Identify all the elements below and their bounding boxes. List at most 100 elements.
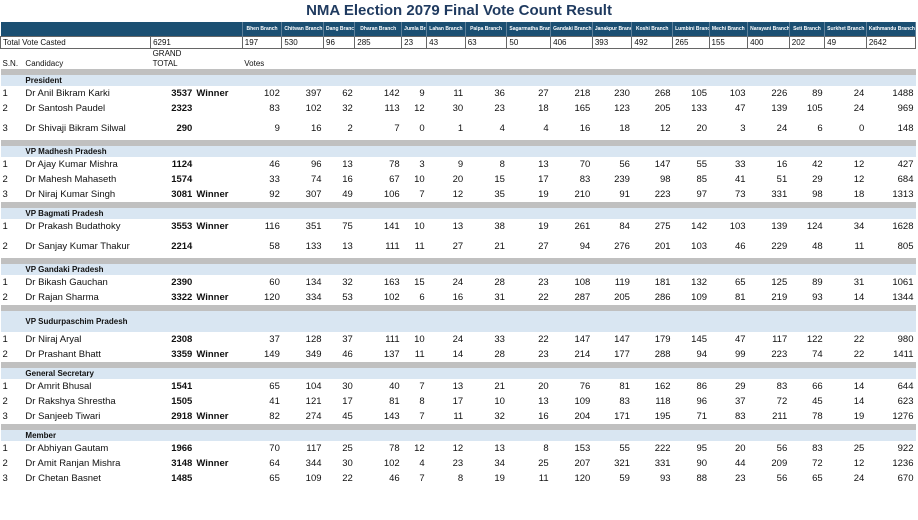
grand-total: 2323 bbox=[171, 103, 193, 114]
branch-votes: 40 bbox=[389, 381, 400, 392]
branch-votes: 24 bbox=[452, 334, 464, 345]
serial-number: 2 bbox=[2, 174, 8, 185]
group-fill bbox=[150, 75, 916, 86]
grand-total: 3081 bbox=[171, 189, 193, 200]
grand-total: 3322 bbox=[171, 292, 193, 303]
candidate-name: Dr Santosh Paudel bbox=[25, 103, 106, 114]
branch-votes: 163 bbox=[383, 277, 400, 288]
branch-header: Janakpur Branch bbox=[592, 22, 633, 37]
branch-votes: 116 bbox=[264, 221, 280, 232]
branch-votes: 121 bbox=[305, 396, 322, 407]
header-spacer bbox=[1, 49, 151, 60]
branch-votes: 29 bbox=[812, 174, 823, 185]
branch-votes: 331 bbox=[771, 189, 788, 200]
branch-votes: 22 bbox=[538, 292, 549, 303]
group-separator bbox=[0, 69, 916, 75]
branch-votes: 96 bbox=[310, 159, 322, 170]
branch-votes: 78 bbox=[389, 159, 400, 170]
branch-votes: 86 bbox=[696, 381, 708, 392]
candidate-row: 2 Dr Rakshya Shrestha 1505 41 121 17 81 8 17 10 13… bbox=[1, 394, 916, 409]
group-spacer bbox=[0, 430, 24, 441]
branch-votes: 1344 bbox=[892, 292, 914, 303]
branch-votes: 209 bbox=[771, 458, 788, 469]
branch-votes: 11 bbox=[538, 473, 549, 484]
branch-votes: 72 bbox=[776, 396, 788, 407]
candidate-name: Dr Rakshya Shrestha bbox=[25, 396, 116, 407]
branch-votes: 4 bbox=[543, 122, 549, 134]
candidate-name: Dr Ajay Kumar Mishra bbox=[25, 159, 118, 170]
group-fill bbox=[150, 368, 916, 379]
branch-votes: 74 bbox=[310, 174, 322, 185]
candidacy-header: Candidacy bbox=[25, 59, 64, 68]
branch-votes: 14 bbox=[452, 349, 464, 360]
candidate-row: 2 Dr Santosh Paudel 2323 83 102 32 113 12 30 23 18… bbox=[1, 101, 916, 116]
branch-votes: 218 bbox=[574, 88, 591, 99]
branch-votes: 103 bbox=[729, 221, 746, 232]
branch-votes: 60 bbox=[269, 277, 280, 288]
serial-number: 2 bbox=[2, 292, 8, 303]
serial-number: 2 bbox=[2, 103, 8, 114]
branch-votes: 122 bbox=[806, 334, 823, 345]
branch-votes: 13 bbox=[342, 240, 353, 252]
header-blank bbox=[0, 22, 243, 37]
branch-votes: 27 bbox=[538, 240, 549, 252]
branch-votes: 20 bbox=[735, 443, 746, 454]
serial-number: 1 bbox=[2, 221, 8, 232]
branch-votes: 93 bbox=[659, 473, 671, 484]
branch-votes: 16 bbox=[342, 174, 353, 185]
branch-votes: 72 bbox=[812, 458, 823, 469]
branch-votes: 59 bbox=[619, 473, 630, 484]
branch-votes: 78 bbox=[389, 443, 400, 454]
branch-votes: 22 bbox=[853, 349, 865, 360]
branch-votes: 4 bbox=[499, 122, 505, 134]
branch-votes: 177 bbox=[614, 349, 630, 360]
branch-votes: 35 bbox=[494, 189, 505, 200]
branch-votes: 15 bbox=[414, 277, 425, 288]
branch-votes: 321 bbox=[614, 458, 630, 469]
branch-header: Mechi Branch bbox=[709, 22, 749, 37]
grand-total: 1541 bbox=[171, 381, 193, 392]
branch-votes: 8 bbox=[457, 473, 464, 484]
branch-header: Sagarmatha Branch bbox=[506, 22, 552, 37]
branch-votes: 139 bbox=[771, 103, 788, 114]
branch-votes: 78 bbox=[812, 411, 823, 422]
branch-votes: 275 bbox=[654, 221, 671, 232]
candidate-row: 2 Dr Prashant Bhatt 3359 Winner 149 349 46 137 1… bbox=[1, 347, 916, 362]
branch-votes: 12 bbox=[414, 443, 425, 454]
branch-votes: 95 bbox=[696, 443, 708, 454]
branch-votes: 427 bbox=[897, 159, 914, 170]
grand-total: 1505 bbox=[171, 396, 193, 407]
branch-votes: 31 bbox=[494, 292, 505, 303]
total-header: TOTAL bbox=[152, 59, 178, 68]
serial-number: 3 bbox=[2, 189, 8, 200]
branch-votes: 0 bbox=[419, 122, 425, 134]
branch-votes: 22 bbox=[538, 334, 549, 345]
branch-total: 23 bbox=[401, 36, 428, 49]
branch-votes: 109 bbox=[574, 396, 591, 407]
branch-votes: 16 bbox=[452, 292, 464, 303]
branch-votes: 16 bbox=[538, 411, 549, 422]
branch-votes: 20 bbox=[538, 381, 549, 392]
branch-votes: 205 bbox=[614, 292, 630, 303]
branch-votes: 351 bbox=[305, 221, 322, 232]
branch-votes: 56 bbox=[776, 443, 788, 454]
branch-votes: 32 bbox=[342, 277, 353, 288]
branch-votes: 83 bbox=[776, 381, 788, 392]
branch-votes: 38 bbox=[494, 221, 505, 232]
branch-votes: 93 bbox=[812, 292, 823, 303]
branch-votes: 83 bbox=[812, 443, 823, 454]
branch-votes: 45 bbox=[812, 396, 823, 407]
branch-votes: 21 bbox=[494, 381, 505, 392]
branch-votes: 106 bbox=[383, 189, 400, 200]
branch-votes: 29 bbox=[735, 381, 746, 392]
branch-votes: 46 bbox=[342, 349, 353, 360]
branch-votes: 0 bbox=[859, 122, 865, 134]
branch-total: 285 bbox=[354, 36, 403, 49]
branch-votes: 34 bbox=[853, 221, 865, 232]
results-table: Bhen Branch Chitwan Branch Dang Branch Dhar… bbox=[0, 22, 917, 486]
serial-number: 2 bbox=[2, 349, 8, 360]
branch-votes: 118 bbox=[655, 396, 671, 407]
branch-votes: 3 bbox=[740, 122, 746, 134]
branch-votes: 85 bbox=[696, 174, 708, 185]
branch-votes: 10 bbox=[414, 334, 425, 345]
